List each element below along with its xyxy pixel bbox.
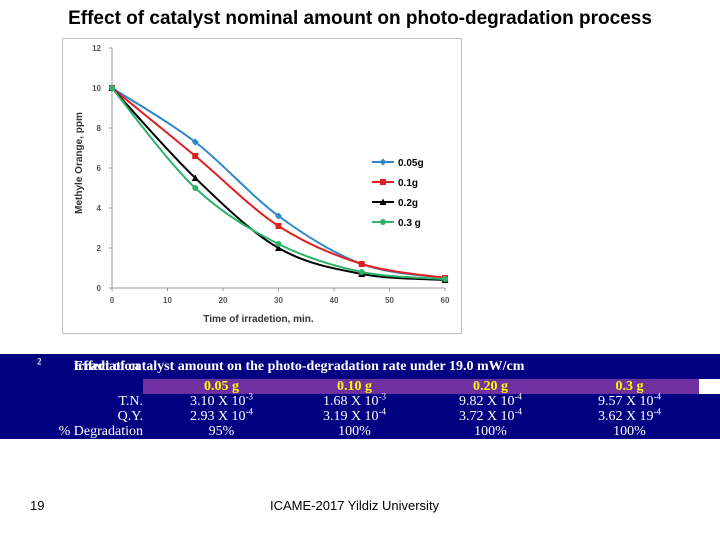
cell-value: 9.57 X 10 bbox=[597, 394, 654, 409]
results-table: Effect of catalyst amount on the photo-d… bbox=[0, 354, 720, 439]
row-label: T.N. bbox=[118, 394, 143, 409]
legend-marker bbox=[379, 158, 387, 166]
cell-exponent: -4 bbox=[245, 406, 254, 417]
cell-exponent: -4 bbox=[378, 406, 387, 417]
table-cell: 3.72 X 10-4 bbox=[421, 406, 560, 424]
page-number: 19 bbox=[30, 498, 45, 513]
table-caption: Effect of catalyst amount on the photo-d… bbox=[0, 354, 720, 379]
table-cell: 3.10 X 10-3 bbox=[155, 391, 288, 409]
table-cell: 9.57 X 10-4 bbox=[560, 391, 699, 409]
caption-end: irradiation bbox=[74, 359, 140, 374]
cell-value: 100% bbox=[613, 424, 646, 439]
cell-exponent: -4 bbox=[514, 406, 523, 417]
y-axis-title: Methyle Orange, ppm bbox=[74, 112, 85, 214]
series-line-2 bbox=[111, 87, 446, 281]
y-tick-label: 8 bbox=[97, 124, 102, 133]
row-label: % Degradation bbox=[58, 424, 143, 439]
data-point bbox=[275, 241, 282, 247]
cell-value: 100% bbox=[338, 424, 371, 439]
footer-text: ICAME-2017 Yildiz University bbox=[270, 498, 440, 513]
cell-value: 100% bbox=[474, 424, 507, 439]
data-point bbox=[192, 153, 199, 159]
cell-exponent: -3 bbox=[245, 391, 254, 402]
chart: 0 2 4 6 8 10 12 0 10 20 30 40 50 60 Time of irradetion… bbox=[62, 38, 462, 334]
legend-label: 0.05g bbox=[398, 158, 424, 169]
data-point bbox=[275, 223, 282, 229]
x-tick-label: 0 bbox=[110, 296, 115, 305]
data-point bbox=[275, 244, 282, 251]
cell-exponent: -4 bbox=[653, 406, 662, 417]
table-row: Q.Y. 2.93 X 10-4 3.19 X 10-4 3.72 X 10-4 3.6… bbox=[0, 406, 720, 424]
cell-exponent: -4 bbox=[514, 391, 523, 402]
data-point bbox=[109, 85, 115, 91]
table-row: T.N. 3.10 X 10-3 1.68 X 10-3 9.82 X 10-4 9.5… bbox=[0, 391, 720, 409]
cell-value: 1.68 X 10 bbox=[322, 394, 379, 409]
y-tick-label: 6 bbox=[97, 164, 102, 173]
x-tick-label: 30 bbox=[274, 296, 283, 305]
y-tick-label: 10 bbox=[92, 84, 101, 93]
legend-label: 0.3 g bbox=[398, 218, 421, 229]
cell-exponent: -3 bbox=[378, 391, 387, 402]
cell-value: 3.72 X 10 bbox=[458, 409, 515, 424]
cell-value: 3.62 X 19 bbox=[597, 409, 654, 424]
caption-sup: 2 bbox=[37, 356, 42, 367]
legend-marker bbox=[379, 198, 387, 205]
y-tick-label: 4 bbox=[97, 204, 102, 213]
cell-value: 2.93 X 10 bbox=[189, 409, 246, 424]
column-header: 0.20 g bbox=[421, 379, 560, 394]
column-header: 0.3 g bbox=[560, 379, 699, 394]
column-header: 0.10 g bbox=[288, 379, 421, 394]
series-line-3 bbox=[111, 87, 446, 280]
cell-value: 9.82 X 10 bbox=[458, 394, 515, 409]
table-cell: 2.93 X 10-4 bbox=[155, 406, 288, 424]
table-cell: 100% bbox=[421, 424, 560, 439]
table-cell: 95% bbox=[155, 424, 288, 439]
cell-value: 3.19 X 10 bbox=[322, 409, 379, 424]
table-cell: 100% bbox=[560, 424, 699, 439]
data-point bbox=[191, 138, 199, 146]
x-tick-label: 50 bbox=[385, 296, 394, 305]
header-empty-cell bbox=[0, 379, 143, 394]
table-cell: 1.68 X 10-3 bbox=[288, 391, 421, 409]
table-header-row: 0.05 g 0.10 g 0.20 g 0.3 g bbox=[0, 379, 720, 394]
cell-value: 95% bbox=[208, 424, 235, 439]
data-point bbox=[358, 261, 365, 267]
legend-label: 0.1g bbox=[398, 178, 418, 189]
data-point bbox=[191, 174, 199, 181]
x-axis-title: Time of irradetion, min. bbox=[203, 314, 314, 325]
slide-title: Effect of catalyst nominal amount on pho… bbox=[68, 8, 652, 29]
data-point bbox=[192, 185, 199, 191]
x-tick-label: 40 bbox=[330, 296, 339, 305]
legend-marker bbox=[380, 179, 386, 185]
line-chart: 0 2 4 6 8 10 12 0 10 20 30 40 50 60 Time of irradetion… bbox=[62, 38, 462, 334]
x-tick-label: 20 bbox=[219, 296, 228, 305]
x-tick-label: 60 bbox=[441, 296, 450, 305]
legend-label: 0.2g bbox=[398, 198, 418, 209]
cell-exponent: -4 bbox=[653, 391, 662, 402]
data-point bbox=[442, 276, 448, 282]
data-point bbox=[275, 212, 282, 220]
table-cell: 3.62 X 19-4 bbox=[560, 406, 699, 424]
caption-main: Effect of catalyst amount on the photo-d… bbox=[74, 359, 525, 374]
legend-marker bbox=[380, 219, 386, 225]
data-point bbox=[358, 269, 365, 275]
chart-frame bbox=[62, 38, 462, 334]
y-tick-label: 0 bbox=[97, 284, 102, 293]
y-tick-label: 2 bbox=[97, 244, 102, 253]
x-tick-label: 10 bbox=[163, 296, 172, 305]
table-cell: 9.82 X 10-4 bbox=[421, 391, 560, 409]
table-row: % Degradation 95% 100% 100% 100% bbox=[0, 424, 720, 439]
cell-value: 3.10 X 10 bbox=[189, 394, 246, 409]
table-cell: 3.19 X 10-4 bbox=[288, 406, 421, 424]
y-tick-label: 12 bbox=[92, 44, 101, 53]
column-header: 0.05 g bbox=[155, 379, 288, 394]
row-label: Q.Y. bbox=[117, 409, 143, 424]
table-cell: 100% bbox=[288, 424, 421, 439]
